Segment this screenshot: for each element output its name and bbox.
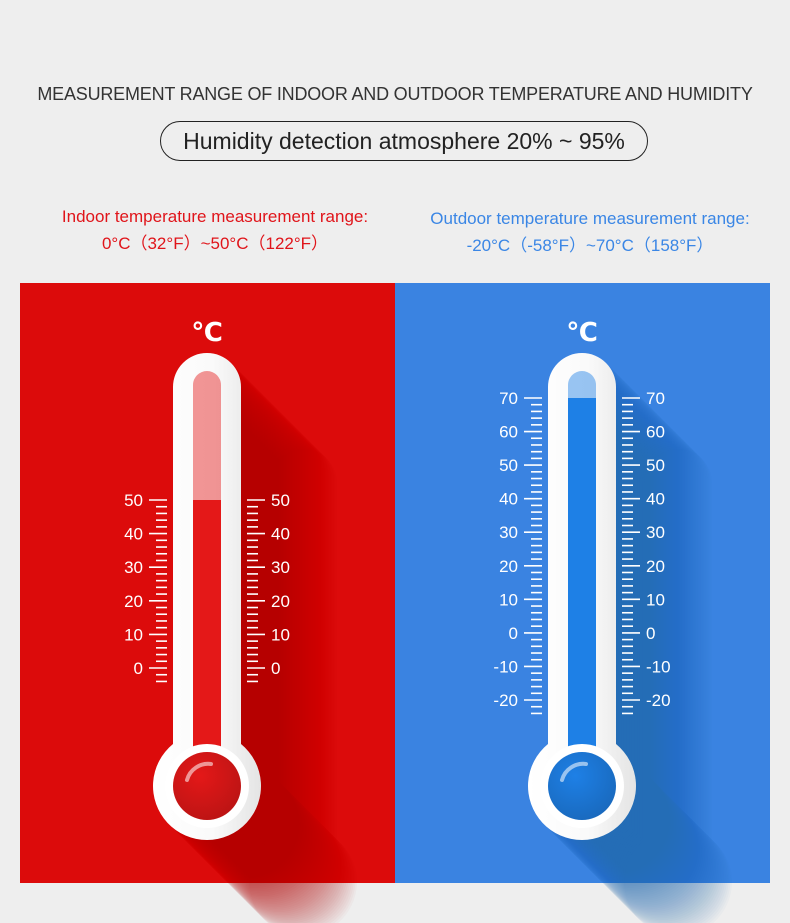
- tick-label-right: -20: [646, 691, 671, 710]
- humidity-range-badge: Humidity detection atmosphere 20% ~ 95%: [160, 121, 648, 161]
- outdoor-thermometer: ℃ -20 -20 -10 -10 0 0 10 10 20 20 30 30 40 40 50 50 60 60 7…: [493, 318, 671, 840]
- tick-label-left: 50: [499, 456, 518, 475]
- indoor-panel: ℃ 0 0 10 10 20 20 30 30 40 40 50 50: [20, 283, 395, 883]
- unit-symbol: ℃: [566, 318, 597, 348]
- tick-label-left: 20: [124, 592, 143, 611]
- tick-label-left: -10: [493, 657, 518, 676]
- tick-label-left: 0: [509, 624, 518, 643]
- tick-label-left: 70: [499, 389, 518, 408]
- unit-symbol: ℃: [191, 318, 222, 348]
- tick-label-right: 0: [271, 659, 280, 678]
- indoor-range-text: Indoor temperature measurement range: 0°…: [30, 203, 400, 257]
- outdoor-range-label: Outdoor temperature measurement range:: [430, 209, 750, 228]
- outdoor-range-text: Outdoor temperature measurement range: -…: [400, 205, 780, 259]
- tick-label-right: 60: [646, 423, 665, 442]
- tick-label-right: 70: [646, 389, 665, 408]
- tick-label-right: 0: [646, 624, 655, 643]
- tick-label-right: 50: [646, 456, 665, 475]
- bulb-highlight: [185, 761, 213, 782]
- tick-label-right: 10: [271, 625, 290, 644]
- tick-label-right: 30: [646, 523, 665, 542]
- tick-label-right: 40: [271, 525, 290, 544]
- outdoor-panel: ℃ -20 -20 -10 -10 0 0 10 10 20 20 30 30 40 40 50 50 60 60 7…: [395, 283, 770, 883]
- tick-label-left: 40: [124, 525, 143, 544]
- mercury-bulb: [173, 752, 241, 820]
- page-headline: MEASUREMENT RANGE OF INDOOR AND OUTDOOR …: [37, 84, 753, 104]
- tick-label-left: 20: [499, 557, 518, 576]
- mercury-column: [193, 500, 221, 776]
- tick-label-right: 20: [646, 557, 665, 576]
- indoor-thermometer: ℃ 0 0 10 10 20 20 30 30 40 40 50 50: [124, 318, 290, 840]
- tick-label-left: 10: [499, 590, 518, 609]
- mercury-bulb: [548, 752, 616, 820]
- tick-label-left: 0: [134, 659, 143, 678]
- tick-label-left: -20: [493, 691, 518, 710]
- bulb-highlight: [560, 761, 588, 782]
- tick-label-right: 10: [646, 590, 665, 609]
- indoor-range-label: Indoor temperature measurement range:: [61, 207, 369, 226]
- outdoor-range-values: -20°C（-58°F）~70°C（158°F）: [466, 236, 714, 255]
- mercury-column: [568, 398, 596, 776]
- scale-ticks: [524, 397, 640, 715]
- scale-ticks: [149, 499, 265, 683]
- tick-label-left: 10: [124, 625, 143, 644]
- tick-label-left: 40: [499, 490, 518, 509]
- tick-label-left: 60: [499, 423, 518, 442]
- tick-label-right: 20: [271, 592, 290, 611]
- indoor-range-values: 0°C（32°F）~50°C（122°F）: [101, 234, 329, 253]
- tick-label-right: -10: [646, 657, 671, 676]
- tick-label-left: 30: [124, 558, 143, 577]
- tick-label-left: 30: [499, 523, 518, 542]
- tick-label-right: 40: [646, 490, 665, 509]
- tick-label-right: 50: [271, 491, 290, 510]
- tick-label-right: 30: [271, 558, 290, 577]
- tick-label-left: 50: [124, 491, 143, 510]
